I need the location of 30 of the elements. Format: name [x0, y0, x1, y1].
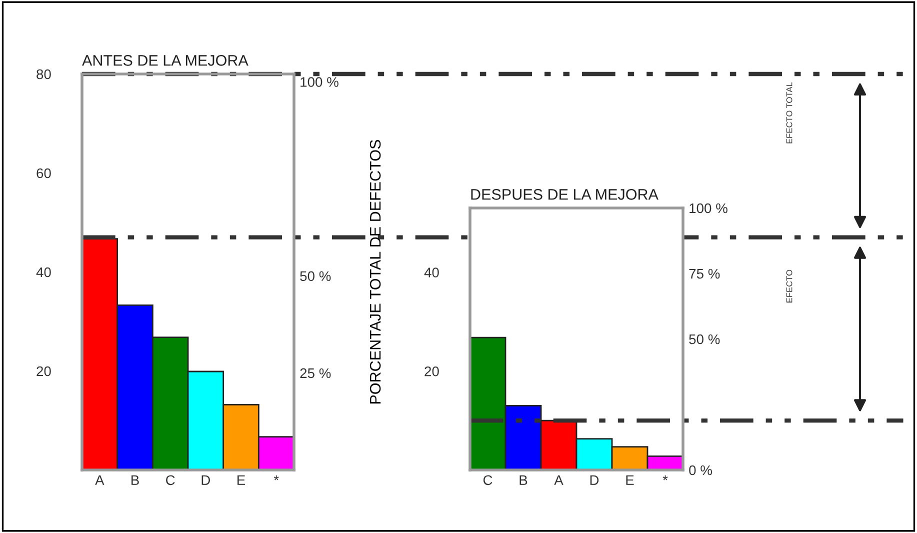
y-tick-label: 20 — [36, 366, 51, 376]
y-tick-label: 20 — [424, 366, 439, 376]
y2-tick-label: 0 % — [689, 465, 712, 476]
x-tick-label: C — [166, 475, 175, 486]
x-tick-label: B — [132, 475, 139, 485]
text: EFECTO — [786, 270, 792, 302]
y2-tick-label: 25 % — [300, 368, 331, 378]
x-tick-label: A — [554, 475, 564, 485]
y2-tick-label: 100 % — [690, 203, 728, 214]
x-tick-label: D — [590, 475, 599, 485]
text: EFECTO TOTAL — [786, 82, 792, 144]
x-tick-label: E — [626, 475, 634, 485]
y2-axis-title: PORCENTAJE TOTAL DE DEFECTOS — [370, 140, 381, 404]
y2-tick-label: 50 % — [300, 271, 331, 282]
chart-title: DESPUES DE LA MEJORA — [471, 189, 658, 200]
y-tick-label: 40 — [36, 267, 51, 278]
y-tick-label: 60 — [36, 168, 51, 178]
y2-tick-label: 50 % — [689, 334, 720, 344]
x-tick-label: B — [520, 475, 528, 485]
x-tick-label: D — [202, 475, 210, 485]
x-tick-label: E — [238, 475, 246, 485]
x-tick-label: * — [662, 475, 668, 480]
x-tick-label: * — [274, 475, 279, 480]
y2-tick-label: 75 % — [689, 268, 720, 279]
y2-tick-label: 100 % — [300, 77, 338, 87]
x-tick-label: C — [483, 475, 492, 486]
chart-title: ANTES DE LA MEJORA — [82, 55, 248, 66]
y-tick-label: 80 — [36, 69, 51, 80]
y-tick-label: 40 — [424, 268, 439, 278]
x-tick-label: A — [95, 475, 104, 485]
